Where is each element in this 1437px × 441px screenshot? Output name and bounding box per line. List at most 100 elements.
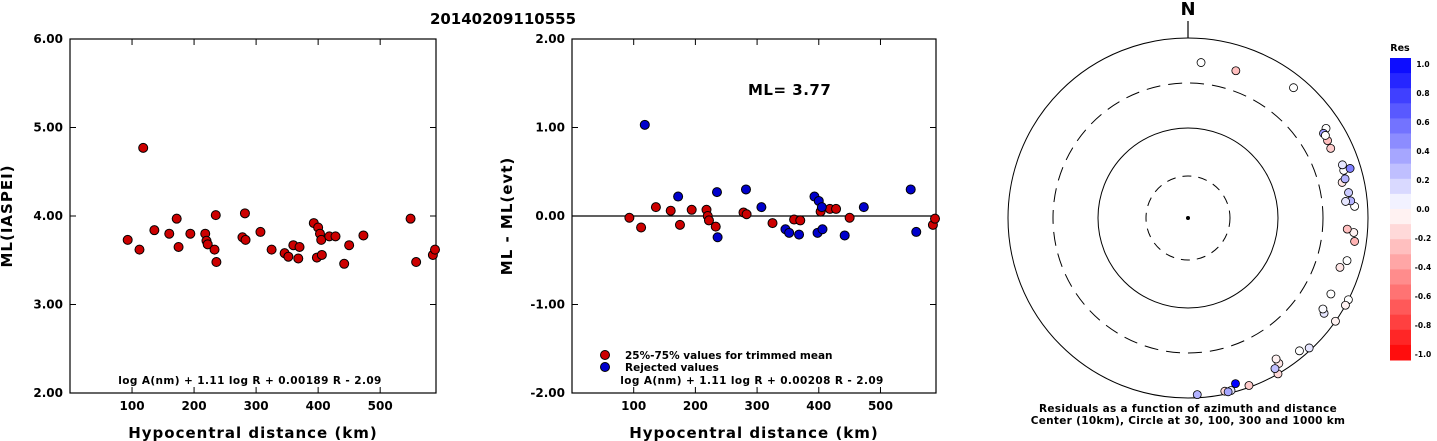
- data-point: [122, 234, 133, 245]
- y-tick-label: 4.00: [33, 209, 63, 223]
- x-tick-label: 400: [806, 399, 831, 413]
- data-points: [1192, 58, 1360, 400]
- data-point: [344, 240, 355, 251]
- x-tick-label: 100: [120, 399, 145, 413]
- data-points: [122, 142, 440, 269]
- data-point: [411, 257, 422, 268]
- data-point: [283, 251, 294, 262]
- trimmed-point: [795, 215, 806, 226]
- station-residual-point: [1341, 197, 1350, 206]
- station-residual-point: [1331, 316, 1340, 326]
- panel-ml-iaspei: 2.00 3.00 4.00 5.00 6.00 100 200 300 400 500 ML(…: [0, 32, 440, 441]
- colorbar-block: [1390, 209, 1411, 225]
- station-residual-point: [1318, 304, 1328, 314]
- colorbar-block: [1390, 344, 1411, 361]
- rejected-point: [639, 119, 650, 130]
- y-tick-labels: -2.00 -1.00 0.00 1.00 2.00: [530, 32, 565, 400]
- rejected-point: [839, 230, 850, 241]
- legend-label-rejected: Rejected values: [625, 362, 719, 374]
- colorbar-block: [1390, 284, 1411, 301]
- ring-1000km: [1007, 37, 1369, 399]
- colorbar-tick-label: 0.2: [1416, 176, 1429, 185]
- colorbar-tick-label: -0.4: [1415, 263, 1431, 272]
- x-tick-label: 500: [868, 399, 893, 413]
- station-residual-point: [1196, 58, 1206, 67]
- legend-label-trimmed: 25%-75% values for trimmed mean: [625, 350, 833, 362]
- colorbar-block: [1390, 103, 1411, 119]
- rejected-point: [711, 187, 722, 198]
- data-point: [339, 258, 350, 269]
- colorbar-tick-label: 1.0: [1416, 60, 1429, 69]
- station-residual-point: [1326, 143, 1336, 153]
- x-axis-label: Hypocentral distance (km): [629, 424, 879, 441]
- colorbar-blocks: [1390, 58, 1411, 361]
- data-point: [240, 234, 251, 245]
- rejected-point: [756, 202, 767, 213]
- colorbar-block: [1390, 224, 1411, 240]
- x-tick-label: 500: [368, 399, 393, 413]
- data-point: [358, 230, 369, 241]
- x-axis-label: Hypocentral distance (km): [128, 424, 378, 441]
- colorbar-block: [1390, 269, 1411, 285]
- trimmed-point: [741, 209, 752, 220]
- colorbar-tick-label: 0.4: [1416, 147, 1429, 156]
- x-tick-label: 300: [244, 399, 269, 413]
- ring-30km: [1145, 175, 1231, 261]
- station-residual-point: [1340, 174, 1350, 184]
- data-point: [209, 244, 220, 255]
- y-tick-labels: 2.00 3.00 4.00 5.00 6.00: [33, 32, 63, 400]
- data-point: [138, 142, 149, 153]
- y-tick-label: 2.00: [33, 386, 63, 400]
- station-residual-point: [1295, 346, 1304, 356]
- colorbar-block: [1390, 299, 1411, 316]
- station-residual-point: [1335, 262, 1345, 272]
- formula-text: log A(nm) + 1.11 log R + 0.00189 R - 2.0…: [118, 375, 382, 387]
- data-point: [316, 234, 327, 245]
- station-residual-point: [1344, 188, 1353, 197]
- data-point: [173, 241, 184, 252]
- data-point: [405, 213, 416, 224]
- data-point: [294, 241, 305, 252]
- colorbar-tick-label: -0.8: [1415, 321, 1431, 330]
- colorbar-block: [1390, 193, 1411, 210]
- rejected-point: [794, 229, 805, 240]
- data-point: [134, 244, 145, 255]
- y-tick-label: -2.00: [530, 386, 565, 400]
- data-point: [185, 228, 196, 239]
- data-point: [211, 257, 222, 268]
- legend-marker-trimmed: [600, 350, 610, 360]
- tick-marks: [70, 38, 436, 394]
- colorbar-block: [1390, 58, 1411, 74]
- trimmed-point: [650, 202, 661, 213]
- colorbar-block: [1390, 148, 1411, 165]
- rejected-point: [740, 184, 751, 195]
- station-residual-point: [1342, 256, 1352, 266]
- data-point: [330, 231, 341, 242]
- colorbar-block: [1390, 118, 1411, 134]
- legend: 25%-75% values for trimmed mean Rejected…: [600, 350, 833, 374]
- data-point: [293, 253, 304, 264]
- formula-text: log A(nm) + 1.11 log R + 0.00208 R - 2.0…: [620, 375, 884, 387]
- center-dot: [1186, 216, 1190, 220]
- figure-title: 20140209110555: [430, 10, 576, 28]
- data-point: [202, 239, 213, 250]
- station-residual-point: [1192, 390, 1202, 400]
- data-point: [316, 249, 327, 260]
- north-label: N: [1180, 0, 1195, 20]
- colorbar-block: [1390, 88, 1411, 104]
- rejected-point: [905, 184, 916, 195]
- station-residual-point: [1304, 343, 1314, 353]
- trimmed-point: [674, 219, 685, 230]
- station-residual-point: [1223, 387, 1233, 397]
- colorbar-block: [1390, 73, 1411, 89]
- colorbar-tick-label: 0.6: [1416, 118, 1429, 127]
- data-point: [164, 228, 175, 239]
- x-tick-labels: 100 200 300 400 500: [120, 399, 393, 413]
- station-residual-point: [1289, 83, 1298, 93]
- data-point: [171, 213, 182, 224]
- data-point: [149, 225, 160, 236]
- colorbar-block: [1390, 314, 1411, 331]
- rejected-point: [784, 227, 795, 238]
- trimmed-point: [703, 215, 714, 226]
